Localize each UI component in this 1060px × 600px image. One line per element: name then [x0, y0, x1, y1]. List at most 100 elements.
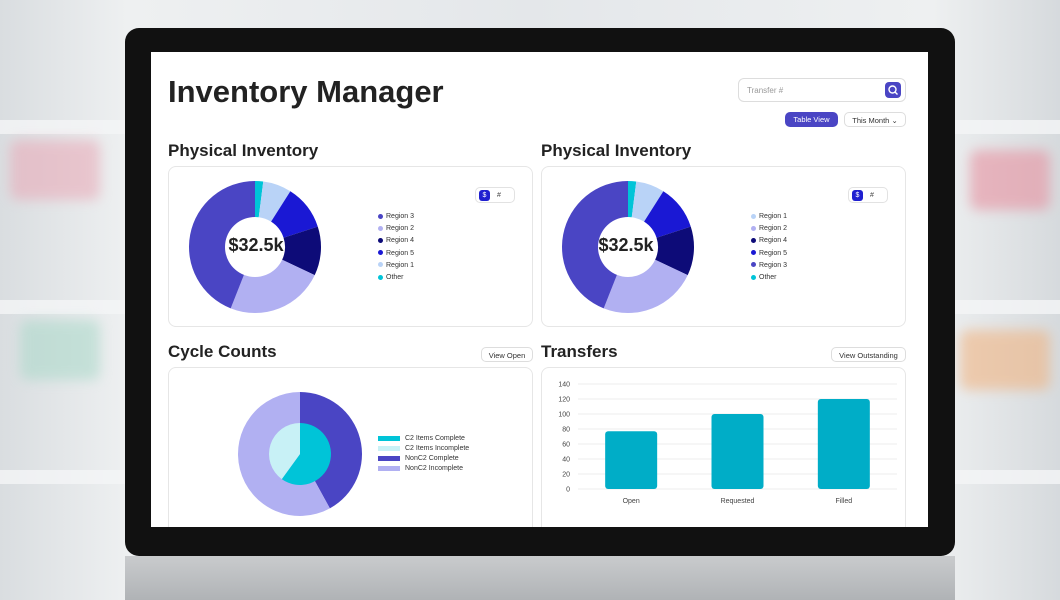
chart-legend: C2 Items Complete C2 Items Incomplete NonC… [378, 434, 469, 474]
transfer-search-input[interactable]: Transfer # [738, 78, 906, 102]
y-tick-label: 20 [562, 472, 570, 479]
legend-label: NonC2 Complete [405, 455, 459, 462]
legend-dot [751, 225, 756, 231]
legend-item[interactable]: Region 4 [751, 235, 787, 247]
y-tick-label: 140 [558, 382, 570, 389]
legend-label: Region 4 [759, 237, 788, 245]
legend-item[interactable]: Region 2 [378, 223, 414, 235]
view-outstanding-button[interactable]: View Outstanding [831, 347, 906, 362]
x-tick-label: Requested [721, 498, 755, 505]
cycle-counts-card: C2 Items Complete C2 Items Incomplete NonC… [168, 367, 533, 527]
currency-count-toggle[interactable]: $ # [475, 187, 515, 203]
legend-label: Region 5 [386, 249, 415, 257]
page-title: Inventory Manager [168, 74, 444, 109]
legend-label: Region 5 [759, 249, 788, 257]
legend-label: C2 Items Incomplete [405, 445, 470, 452]
legend-dot [378, 213, 383, 219]
period-value: This Month [852, 116, 890, 125]
legend-swatch [378, 465, 400, 471]
donut-chart [189, 181, 321, 313]
legend-item[interactable]: Other [751, 272, 787, 284]
legend-swatch [378, 445, 400, 451]
cycle-counts-pie [238, 392, 362, 516]
panel-title: Physical Inventory [168, 141, 319, 160]
search-placeholder: Transfer # [747, 86, 784, 95]
panel-title: Physical Inventory [541, 141, 692, 160]
legend-label: Other [759, 274, 777, 282]
slice-region-1[interactable] [631, 181, 664, 222]
slice-region-5[interactable] [271, 191, 318, 238]
legend-swatch [378, 455, 400, 461]
legend-dot [751, 262, 756, 268]
dashboard-screen: Inventory Manager Transfer # Table View … [151, 52, 928, 527]
legend-item[interactable]: Region 2 [751, 223, 787, 235]
toggle-count[interactable]: # [497, 192, 501, 199]
currency-count-toggle[interactable]: $ # [848, 187, 888, 203]
toggle-count[interactable]: # [870, 192, 874, 199]
legend-label: Region 4 [386, 237, 415, 245]
legend-label: NonC2 Incomplete [405, 465, 463, 472]
legend-label: Region 2 [759, 225, 788, 233]
y-tick-label: 60 [562, 442, 570, 449]
slice-region-2[interactable] [230, 259, 315, 313]
chart-legend: Region 3 Region 2 Region 4 Region 5 Region 1… [378, 211, 414, 284]
slice-c2-items-complete[interactable] [281, 423, 331, 485]
y-tick-label: 0 [566, 487, 570, 494]
legend-item[interactable]: NonC2 Complete [378, 454, 469, 464]
slice-region-3[interactable] [562, 181, 628, 309]
cycle-counts-title: Cycle Counts [168, 342, 277, 361]
slice-other[interactable] [628, 181, 637, 218]
legend-dot [751, 213, 756, 219]
legend-label: Other [386, 274, 404, 282]
toggle-dollar[interactable]: $ [852, 190, 863, 201]
physical-inventory-card-2: $32.5k Region 1 Region 2 Region 4 Region 5 R… [541, 166, 906, 327]
slice-region-4[interactable] [282, 226, 321, 276]
search-button[interactable] [885, 82, 901, 98]
legend-dot [751, 250, 756, 256]
donut-chart [562, 181, 694, 313]
transfers-bar-chart: 0 20 40 60 80 100 120 140 Open Requested Filled [558, 382, 897, 505]
legend-item[interactable]: Region 3 [751, 260, 787, 272]
legend-label: C2 Items Complete [405, 435, 465, 442]
bar-open[interactable] [605, 431, 658, 489]
toggle-dollar[interactable]: $ [479, 190, 490, 201]
bar-requested[interactable] [711, 414, 764, 489]
legend-item[interactable]: Other [378, 272, 414, 284]
legend-item[interactable]: C2 Items Complete [378, 434, 469, 444]
view-open-button[interactable]: View Open [481, 347, 533, 362]
bar-filled[interactable] [817, 399, 870, 489]
slice-region-5[interactable] [644, 191, 691, 238]
legend-label: Region 2 [386, 225, 415, 233]
legend-item[interactable]: Region 4 [378, 235, 414, 247]
legend-label: Region 1 [386, 261, 415, 269]
legend-item[interactable]: NonC2 Incomplete [378, 464, 469, 474]
transfers-card: 0 20 40 60 80 100 120 140 Open Requested Filled [541, 367, 906, 527]
slice-c2-items-incomplete[interactable] [269, 423, 300, 480]
table-view-button[interactable]: Table View [785, 112, 838, 127]
slice-region-4[interactable] [655, 226, 694, 276]
legend-dot [751, 274, 756, 280]
y-tick-label: 100 [558, 412, 570, 419]
slice-region-1[interactable] [258, 181, 291, 222]
legend-dot [378, 238, 383, 244]
x-tick-label: Open [623, 498, 640, 505]
legend-dot [378, 225, 383, 231]
legend-item[interactable]: Region 3 [378, 211, 414, 223]
legend-swatch [378, 435, 400, 441]
y-tick-label: 80 [562, 427, 570, 434]
legend-dot [378, 274, 383, 280]
legend-item[interactable]: Region 1 [378, 260, 414, 272]
donut-center-value: $32.5k [598, 235, 654, 255]
slice-region-2[interactable] [603, 259, 688, 313]
x-tick-label: Filled [835, 498, 852, 505]
legend-item[interactable]: Region 5 [378, 248, 414, 260]
legend-item[interactable]: C2 Items Incomplete [378, 444, 469, 454]
slice-other[interactable] [255, 181, 264, 218]
legend-item[interactable]: Region 1 [751, 211, 787, 223]
legend-item[interactable]: Region 5 [751, 248, 787, 260]
transfers-title: Transfers [541, 342, 618, 361]
search-icon [888, 85, 898, 95]
period-dropdown[interactable]: This Month ⌄ [844, 112, 906, 127]
slice-region-3[interactable] [189, 181, 255, 309]
